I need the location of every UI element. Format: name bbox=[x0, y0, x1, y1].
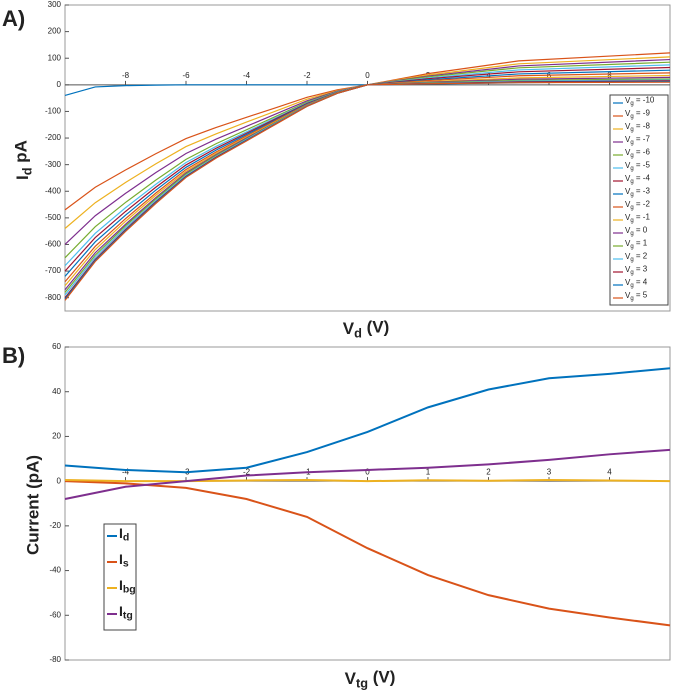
legend-label: Ibg bbox=[119, 577, 136, 596]
legend-box bbox=[103, 523, 137, 631]
x-tick-label: -4 bbox=[122, 467, 130, 476]
y-tick-label: -60 bbox=[49, 610, 61, 619]
x-tick-label: 1 bbox=[426, 467, 431, 476]
y-tick-label: -600 bbox=[45, 240, 62, 249]
legend-label: Vg = 4 bbox=[625, 277, 648, 288]
y-axis-label: Id pA bbox=[12, 140, 35, 180]
y-tick-label: 60 bbox=[52, 342, 61, 351]
x-tick-label: -4 bbox=[243, 71, 251, 80]
legend-label: Vg = -4 bbox=[625, 173, 650, 184]
x-tick-label: -2 bbox=[303, 71, 311, 80]
series-line bbox=[64, 480, 671, 627]
legend-box bbox=[609, 94, 669, 306]
y-tick-label: 100 bbox=[48, 53, 62, 62]
legend-label: Itg bbox=[119, 603, 133, 622]
x-tick-label: 4 bbox=[607, 467, 612, 476]
x-tick-label: 2 bbox=[486, 467, 491, 476]
series-line bbox=[64, 56, 671, 229]
legend-label: Vg = 5 bbox=[625, 290, 648, 301]
x-tick-label: 0 bbox=[365, 71, 370, 80]
legend-label: Vg = 3 bbox=[625, 264, 648, 275]
plot-area bbox=[64, 4, 671, 312]
legend-label: Id bbox=[119, 525, 129, 544]
series-line bbox=[64, 69, 671, 277]
legend-label: Vg = -6 bbox=[625, 147, 650, 158]
y-tick-label: 300 bbox=[48, 0, 62, 9]
x-tick-label: 0 bbox=[365, 467, 370, 476]
panel-label: A) bbox=[2, 6, 25, 31]
legend-label: Vg = -2 bbox=[625, 199, 650, 210]
x-axis-label: Vtg (V) bbox=[345, 668, 396, 691]
y-tick-label: -100 bbox=[45, 107, 62, 116]
x-tick-label: 8 bbox=[607, 71, 612, 80]
legend-label: Vg = 2 bbox=[625, 251, 648, 262]
legend-label: Is bbox=[119, 551, 129, 570]
legend-label: Vg = -1 bbox=[625, 212, 650, 223]
legend-label: Vg = -7 bbox=[625, 134, 650, 145]
legend-label: Vg = -5 bbox=[625, 160, 650, 171]
legend-label: Vg = -10 bbox=[625, 95, 655, 106]
y-tick-label: -80 bbox=[49, 655, 61, 664]
panel-label: B) bbox=[2, 343, 25, 368]
y-tick-label: -300 bbox=[45, 160, 62, 169]
x-tick-label: -2 bbox=[243, 467, 251, 476]
x-tick-label: -8 bbox=[122, 71, 130, 80]
series-line bbox=[64, 58, 671, 245]
y-tick-label: -700 bbox=[45, 266, 62, 275]
y-tick-label: 0 bbox=[57, 80, 62, 89]
legend-label: Vg = -8 bbox=[625, 121, 650, 132]
series-line bbox=[64, 52, 671, 211]
y-tick-label: 0 bbox=[57, 476, 62, 485]
series-line bbox=[64, 72, 671, 283]
y-tick-label: -40 bbox=[49, 566, 61, 575]
series-line bbox=[64, 64, 671, 267]
x-axis-label: Vd (V) bbox=[343, 318, 390, 341]
y-tick-label: 20 bbox=[52, 432, 61, 441]
x-tick-label: -6 bbox=[182, 71, 190, 80]
series-line bbox=[64, 81, 671, 301]
legend-label: Vg = 0 bbox=[625, 225, 648, 236]
y-tick-label: 40 bbox=[52, 387, 61, 396]
y-axis-label: Current (pA) bbox=[23, 455, 42, 555]
legend-label: Vg = -3 bbox=[625, 186, 650, 197]
series-line bbox=[64, 448, 671, 501]
legend-label: Vg = -9 bbox=[625, 108, 650, 119]
series-line bbox=[64, 61, 671, 259]
y-tick-label: -200 bbox=[45, 133, 62, 142]
y-tick-label: -800 bbox=[45, 293, 62, 302]
series-line bbox=[64, 367, 671, 474]
legend-label: Vg = 1 bbox=[625, 238, 648, 249]
series-line bbox=[64, 66, 671, 272]
y-tick-label: -400 bbox=[45, 186, 62, 195]
y-tick-label: -20 bbox=[49, 521, 61, 530]
series-line bbox=[64, 479, 671, 483]
y-tick-label: -500 bbox=[45, 213, 62, 222]
y-tick-label: 200 bbox=[48, 27, 62, 36]
plot-area bbox=[64, 346, 671, 661]
x-tick-label: 3 bbox=[547, 467, 552, 476]
